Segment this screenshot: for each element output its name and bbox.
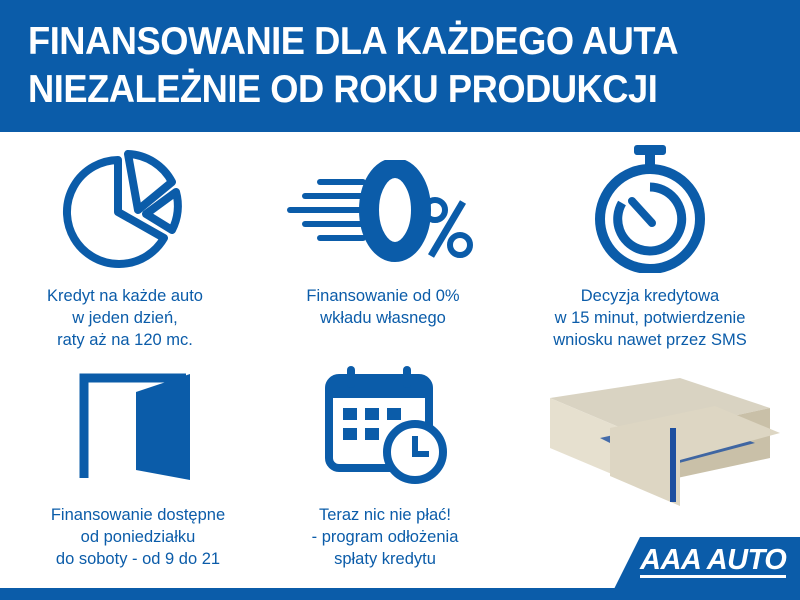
feature-caption-deferral: Teraz nic nie płać! - program odłożenia …: [255, 504, 515, 570]
calendar-clock-icon: [325, 366, 447, 484]
zero-percent-icon: [287, 160, 473, 262]
stopwatch-icon: [595, 145, 705, 273]
caption-line: od poniedziałku: [80, 528, 196, 546]
bottom-strip: [0, 588, 800, 600]
feature-caption-zero-down: Finansowanie od 0% wkładu własnego: [253, 285, 513, 329]
caption-line: Finansowanie od 0%: [306, 287, 460, 305]
caption-line: Kredyt na każde auto: [47, 287, 203, 305]
caption-line: wkładu własnego: [320, 309, 446, 327]
caption-line: w jeden dzień,: [72, 309, 178, 327]
headline-line-2: NIEZALEŻNIE OD ROKU PRODUKCJI: [28, 68, 658, 111]
caption-line: do soboty - od 9 do 21: [55, 550, 221, 568]
logo-background: [612, 537, 800, 593]
feature-caption-decision: Decyzja kredytowa w 15 minut, potwierdze…: [520, 285, 780, 351]
caption-line: spłaty kredytu: [334, 550, 436, 568]
aaa-auto-logo: AAA AUTO: [640, 544, 787, 578]
headline-line-1: FINANSOWANIE DLA KAŻDEGO AUTA: [28, 20, 679, 63]
caption-line: Finansowanie dostępne: [50, 506, 226, 524]
caption-line: w 15 minut, potwierdzenie: [554, 309, 746, 327]
caption-line: raty aż na 120 mc.: [57, 331, 193, 349]
caption-line: wniosku nawet przez SMS: [553, 331, 747, 349]
caption-line: - program odłożenia: [311, 528, 459, 546]
pie-chart-icon: [62, 150, 182, 268]
header-banner: FINANSOWANIE DLA KAŻDEGO AUTA NIEZALEŻNI…: [0, 0, 800, 132]
caption-line: Decyzja kredytowa: [580, 287, 720, 305]
open-door-icon: [79, 373, 190, 480]
feature-caption-credit: Kredyt na każde auto w jeden dzień, raty…: [0, 285, 255, 351]
caption-line: Teraz nic nie płać!: [318, 506, 452, 524]
banknotes-stack-icon: [550, 378, 780, 506]
feature-caption-hours: Finansowanie dostępne od poniedziałku do…: [8, 504, 268, 570]
